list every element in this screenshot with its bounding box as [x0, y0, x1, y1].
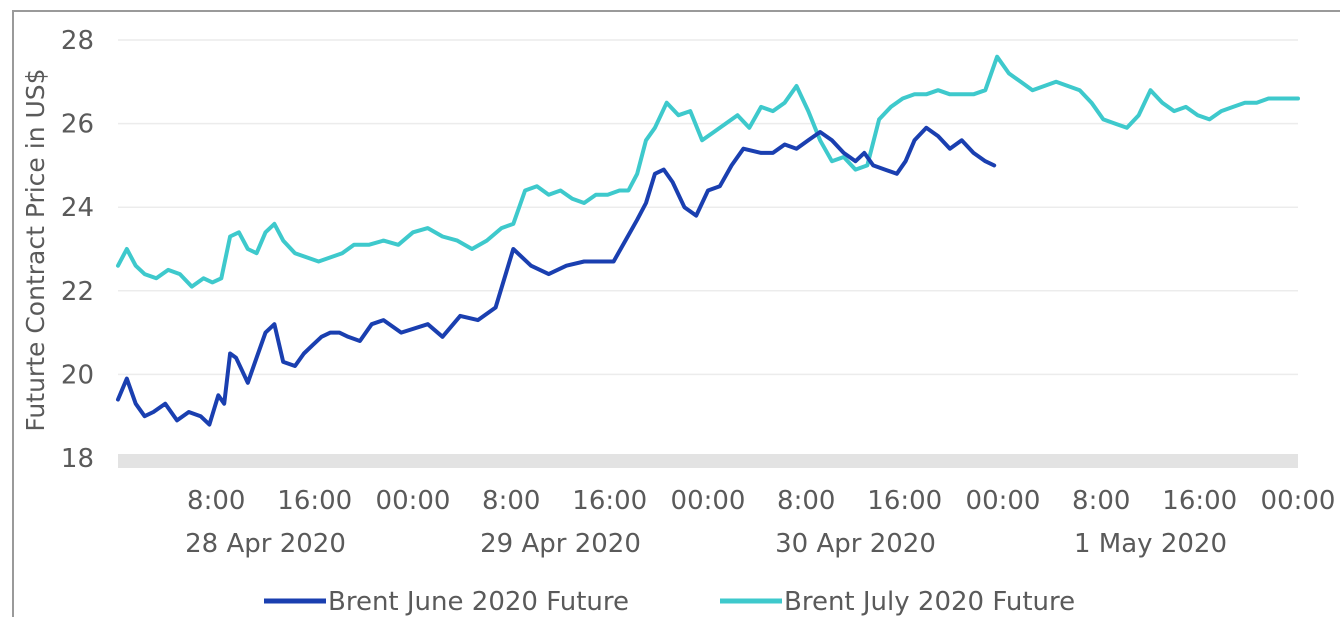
x-tick-label: 8:00 [187, 486, 245, 516]
y-tick-label: 28 [61, 26, 94, 56]
y-tick-label: 18 [61, 444, 94, 474]
x-tick-label: 16:00 [572, 486, 647, 516]
gridlines [118, 39, 1298, 376]
chart-frame [12, 10, 1340, 617]
legend-item: Brent June 2020 Future [264, 587, 629, 617]
x-date-label: 30 Apr 2020 [775, 529, 936, 559]
legend: Brent June 2020 Future Brent July 2020 Fu… [264, 587, 1075, 617]
legend-label: Brent July 2020 Future [784, 587, 1075, 617]
x-tick-label: 8:00 [777, 486, 835, 516]
legend-label: Brent June 2020 Future [328, 587, 629, 617]
x-axis-band [118, 454, 1298, 468]
x-date-label: 1 May 2020 [1074, 529, 1227, 559]
series-line-1 [116, 54, 1300, 289]
y-axis-label: Futurte Contract Price in US$ [21, 68, 50, 431]
x-tick-label: 16:00 [1162, 486, 1237, 516]
x-date-label: 29 Apr 2020 [480, 529, 641, 559]
legend-item: Brent July 2020 Future [720, 587, 1075, 617]
x-tick-label: 16:00 [867, 486, 942, 516]
y-tick-label: 24 [61, 193, 94, 223]
x-tick-label: 00:00 [1261, 486, 1336, 516]
series-lines [116, 54, 1300, 427]
x-tick-label: 00:00 [966, 486, 1041, 516]
x-tick-label: 8:00 [482, 486, 540, 516]
x-date-label: 28 Apr 2020 [185, 529, 346, 559]
y-tick-label: 22 [61, 277, 94, 307]
y-tick-label: 20 [61, 360, 94, 390]
x-tick-labels: 8:00 16:00 00:00 8:00 16:00 00:00 8:00 16:00 00:… [185, 486, 1335, 559]
x-tick-label: 00:00 [376, 486, 451, 516]
series-line-0 [116, 125, 997, 427]
x-tick-label: 8:00 [1072, 486, 1130, 516]
x-tick-label: 00:00 [671, 486, 746, 516]
x-tick-label: 16:00 [277, 486, 352, 516]
y-tick-label: 26 [61, 110, 94, 140]
x-axis-bar [118, 454, 1298, 468]
y-tick-labels: 18 20 22 24 26 28 [61, 26, 94, 474]
